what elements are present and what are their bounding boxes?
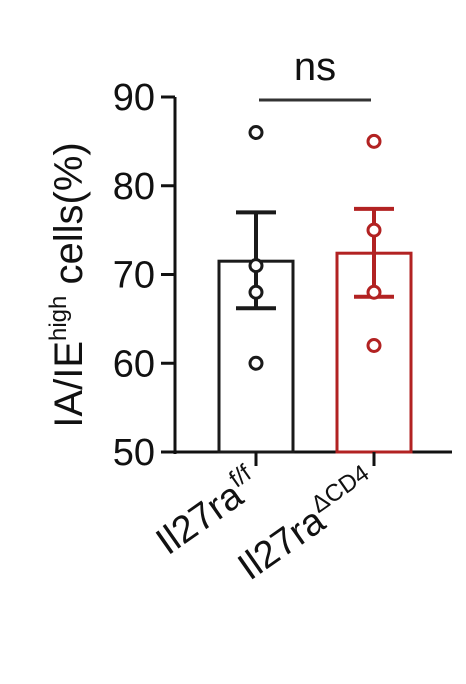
y-tick-label: 90	[113, 77, 155, 119]
data-point	[248, 125, 264, 140]
y-tick-label: 80	[113, 166, 155, 208]
y-axis-label-superscript: high	[45, 296, 72, 341]
data-point	[248, 355, 264, 371]
data-point	[366, 338, 382, 353]
y-tick-label: 70	[113, 255, 155, 297]
y-tick-label: 60	[113, 343, 155, 385]
data-point	[366, 133, 382, 149]
y-axis-label-suffix: cells(%)	[47, 142, 91, 295]
bars	[217, 125, 413, 454]
x-ticks	[254, 452, 376, 466]
data-point	[248, 284, 264, 300]
data-point	[366, 284, 382, 300]
y-axis-label-prefix: IA/IE	[47, 341, 91, 428]
data-point	[366, 222, 382, 238]
y-axis-label: IA/IEhigh cells(%)	[45, 142, 91, 427]
bar-group	[217, 125, 295, 454]
y-tick-label: 50	[113, 432, 155, 474]
data-point	[248, 258, 264, 274]
bar-group	[335, 133, 413, 454]
y-ticks: 50 60 70 80 90	[113, 77, 175, 474]
category-label-superscript: ΔCD4	[306, 460, 374, 519]
significance-label: ns	[294, 45, 336, 89]
